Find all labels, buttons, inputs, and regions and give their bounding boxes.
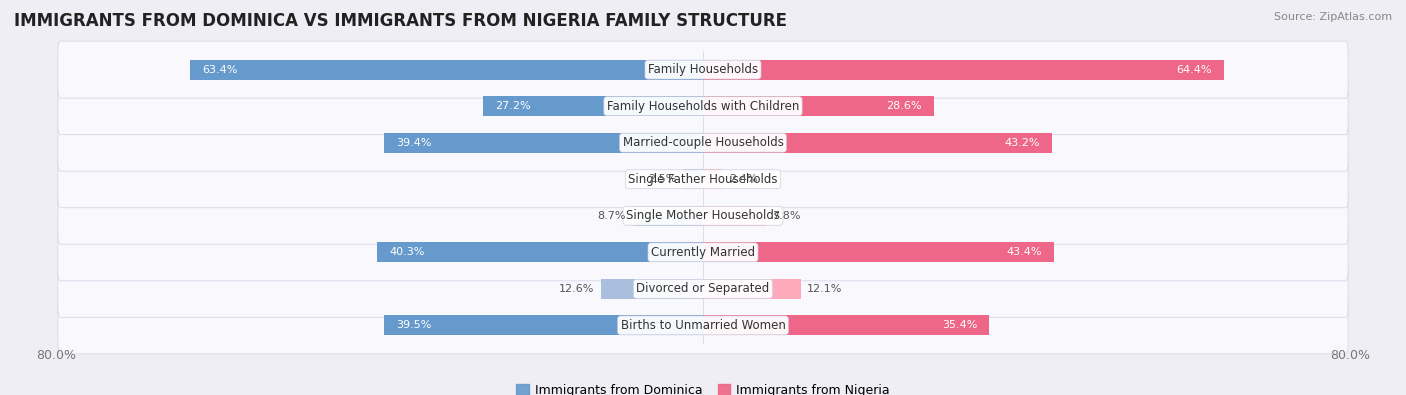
Text: Divorced or Separated: Divorced or Separated	[637, 282, 769, 295]
Text: IMMIGRANTS FROM DOMINICA VS IMMIGRANTS FROM NIGERIA FAMILY STRUCTURE: IMMIGRANTS FROM DOMINICA VS IMMIGRANTS F…	[14, 12, 787, 30]
Legend: Immigrants from Dominica, Immigrants from Nigeria: Immigrants from Dominica, Immigrants fro…	[512, 379, 894, 395]
FancyBboxPatch shape	[58, 260, 1348, 317]
Bar	[703, 279, 801, 299]
Bar	[377, 242, 703, 262]
Bar	[703, 315, 990, 335]
Text: 7.8%: 7.8%	[772, 211, 801, 221]
Text: 2.4%: 2.4%	[728, 174, 758, 184]
Bar	[190, 60, 703, 80]
Text: Currently Married: Currently Married	[651, 246, 755, 259]
Bar	[703, 96, 934, 116]
Text: Source: ZipAtlas.com: Source: ZipAtlas.com	[1274, 12, 1392, 22]
Bar	[384, 315, 703, 335]
Bar	[703, 206, 766, 226]
Bar	[602, 279, 703, 299]
Text: 39.5%: 39.5%	[396, 320, 432, 330]
Bar	[703, 169, 723, 189]
FancyBboxPatch shape	[58, 114, 1348, 171]
FancyBboxPatch shape	[58, 297, 1348, 354]
Text: 35.4%: 35.4%	[942, 320, 977, 330]
Bar	[384, 133, 703, 153]
Bar	[484, 96, 703, 116]
Text: Family Households with Children: Family Households with Children	[607, 100, 799, 113]
FancyBboxPatch shape	[58, 41, 1348, 98]
Text: 8.7%: 8.7%	[598, 211, 626, 221]
Bar	[703, 242, 1054, 262]
Text: Births to Unmarried Women: Births to Unmarried Women	[620, 319, 786, 332]
Text: 2.5%: 2.5%	[648, 174, 676, 184]
Text: 64.4%: 64.4%	[1175, 65, 1212, 75]
Text: Married-couple Households: Married-couple Households	[623, 136, 783, 149]
Text: 28.6%: 28.6%	[887, 101, 922, 111]
Text: 40.3%: 40.3%	[389, 247, 425, 257]
Bar	[703, 133, 1052, 153]
Text: 43.2%: 43.2%	[1005, 138, 1040, 148]
FancyBboxPatch shape	[58, 224, 1348, 281]
Bar	[703, 60, 1223, 80]
FancyBboxPatch shape	[58, 187, 1348, 244]
Text: 12.1%: 12.1%	[807, 284, 842, 294]
Text: 27.2%: 27.2%	[495, 101, 531, 111]
Bar	[683, 169, 703, 189]
Text: 12.6%: 12.6%	[560, 284, 595, 294]
FancyBboxPatch shape	[58, 151, 1348, 208]
Text: 39.4%: 39.4%	[396, 138, 432, 148]
Text: 43.4%: 43.4%	[1007, 247, 1042, 257]
Text: Single Father Households: Single Father Households	[628, 173, 778, 186]
FancyBboxPatch shape	[58, 78, 1348, 135]
Text: Family Households: Family Households	[648, 63, 758, 76]
Text: 63.4%: 63.4%	[202, 65, 238, 75]
Bar	[633, 206, 703, 226]
Text: Single Mother Households: Single Mother Households	[626, 209, 780, 222]
